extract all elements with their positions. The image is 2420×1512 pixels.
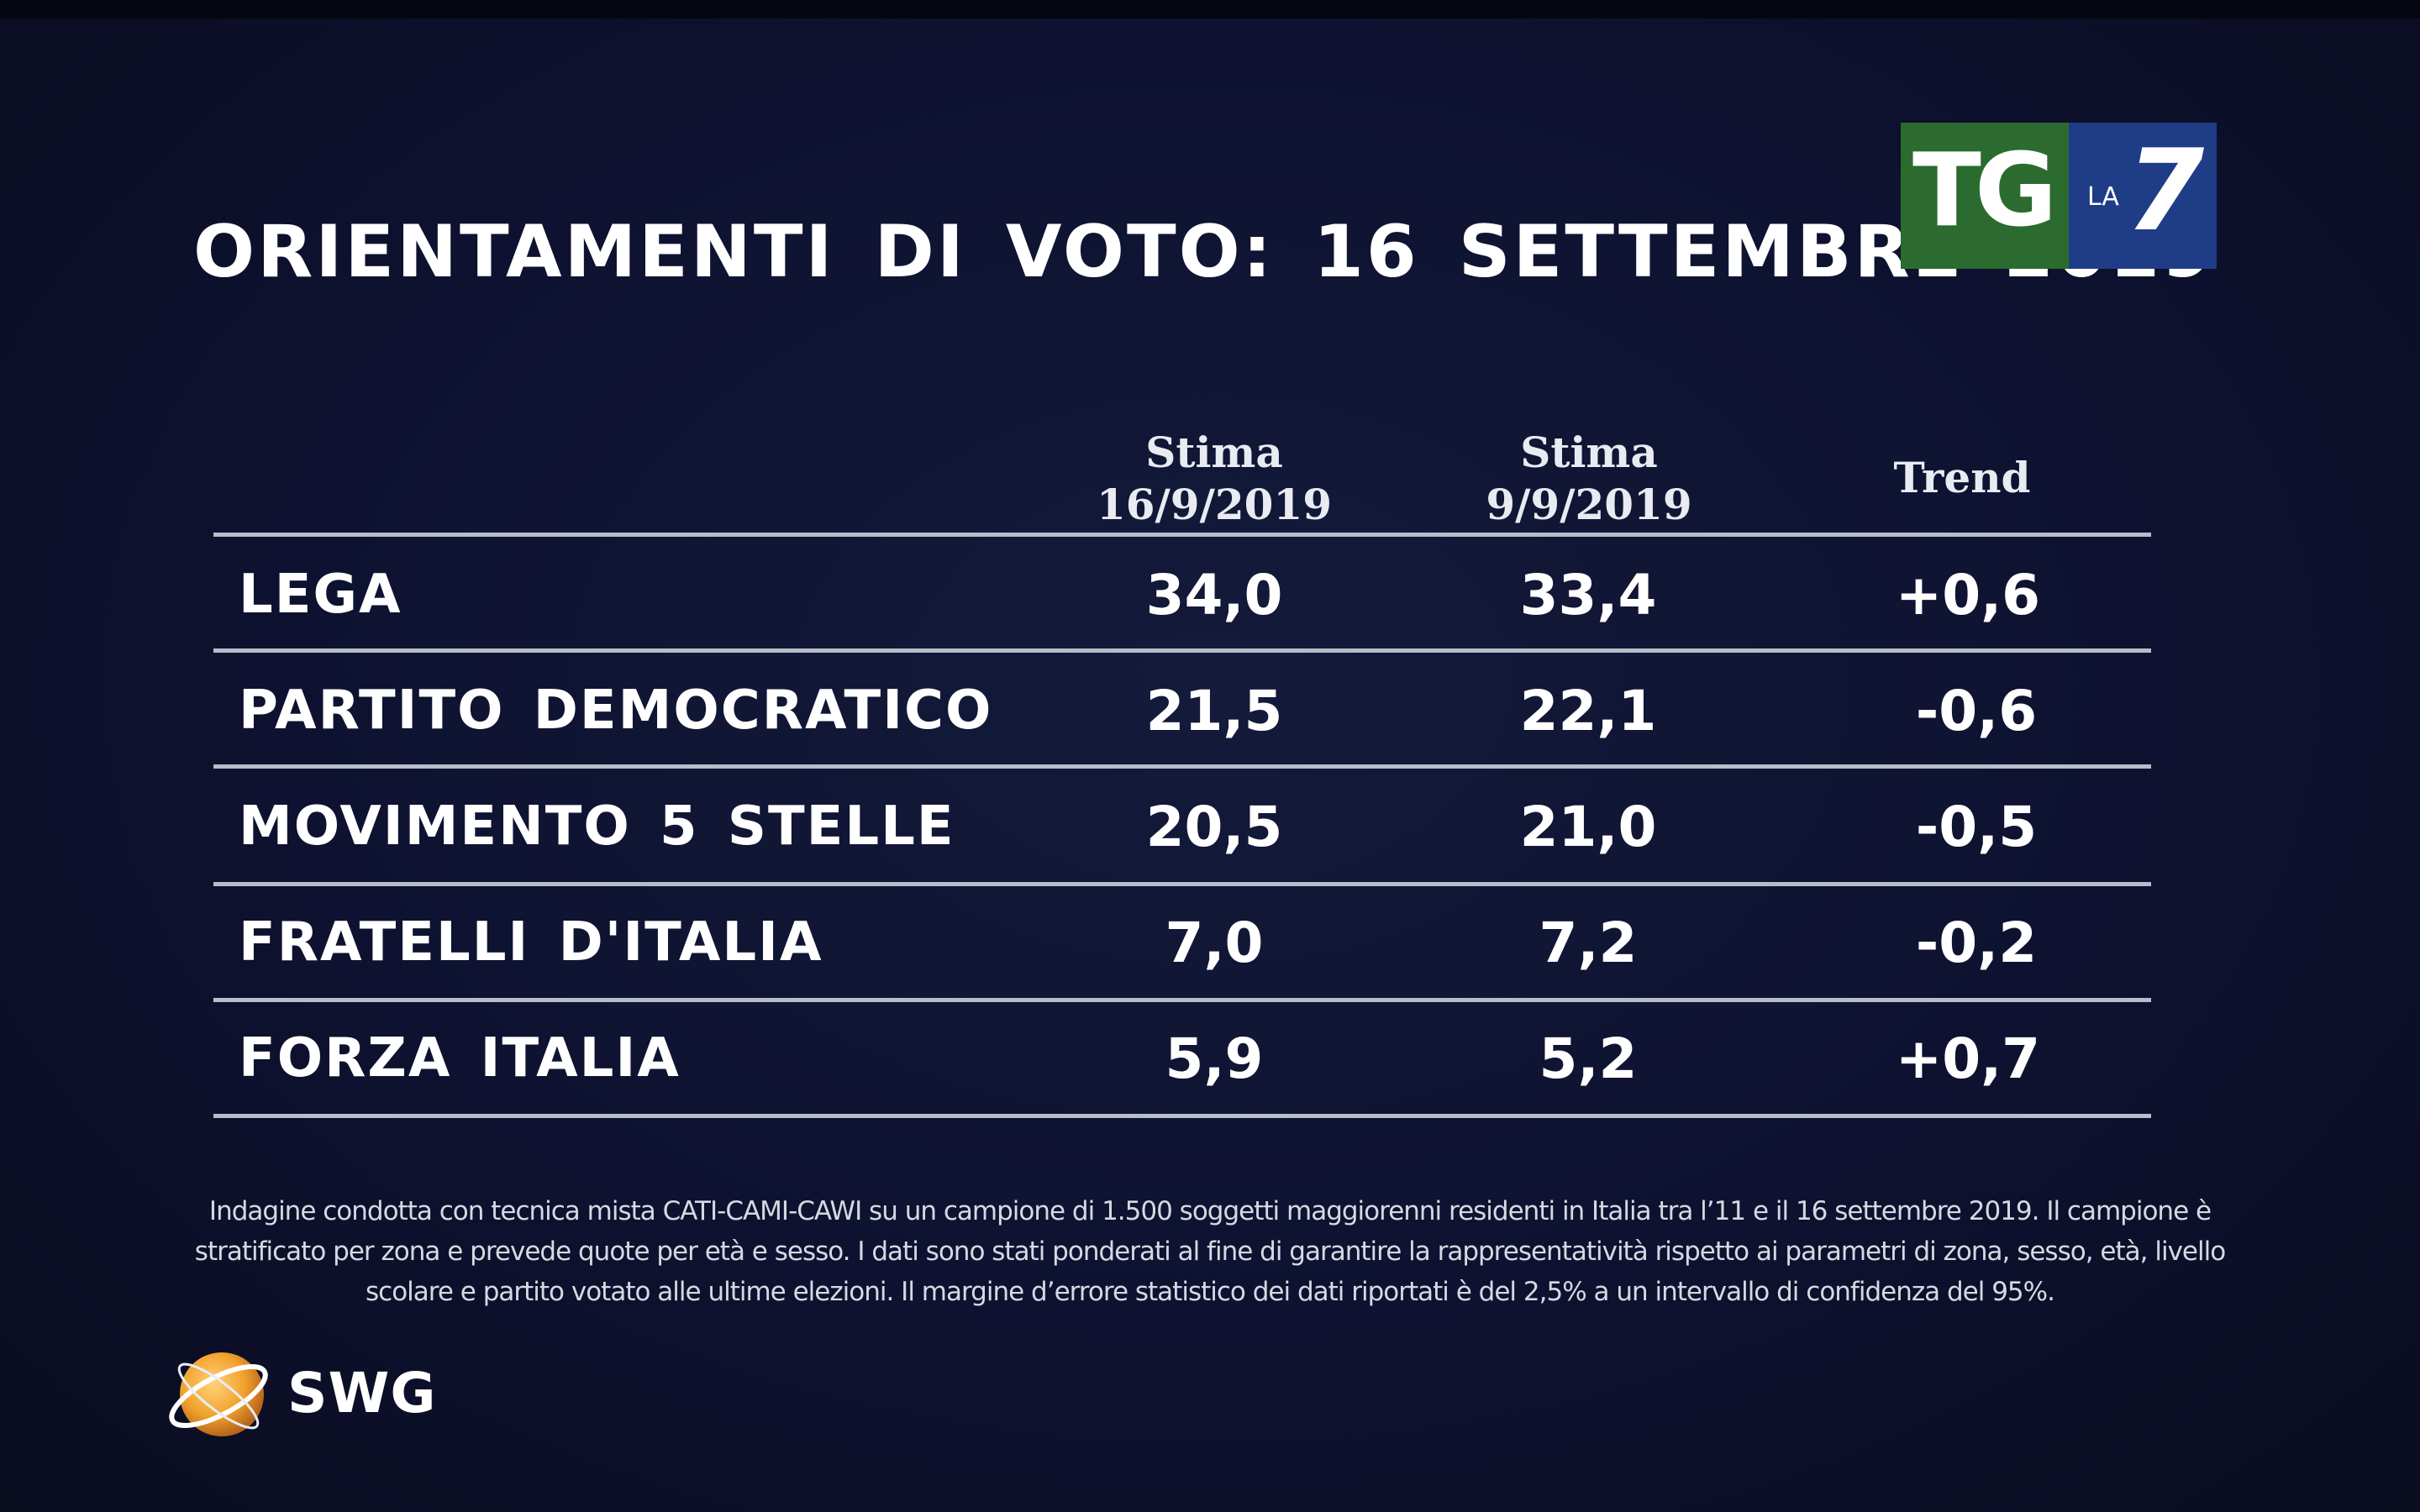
table-rule-bottom bbox=[213, 1114, 2151, 1118]
logo-la-text: LA bbox=[2087, 182, 2119, 212]
value-previous: 22,1 bbox=[1519, 679, 1657, 743]
table-rule-4 bbox=[213, 998, 2151, 1002]
column-header-previous-line1: Stima bbox=[1520, 428, 1658, 477]
methodology-footnote: Indagine condotta con tecnica mista CATI… bbox=[185, 1191, 2235, 1312]
value-previous: 5,2 bbox=[1539, 1026, 1638, 1091]
value-current: 5,9 bbox=[1165, 1026, 1264, 1091]
column-header-previous: Stima 9/9/2019 bbox=[1425, 427, 1753, 531]
value-current: 34,0 bbox=[1145, 563, 1283, 627]
table-rule-3 bbox=[213, 882, 2151, 886]
table-rule-header bbox=[213, 533, 2151, 537]
column-header-current-line2: 16/9/2019 bbox=[1096, 480, 1333, 529]
value-previous: 33,4 bbox=[1519, 563, 1657, 627]
table-rule-1 bbox=[213, 648, 2151, 653]
party-name: MOVIMENTO 5 STELLE bbox=[239, 795, 955, 858]
value-current: 21,5 bbox=[1145, 679, 1283, 743]
logo-blue-block bbox=[2069, 123, 2217, 269]
footnote-line-3: scolare e partito votato alle ultime ele… bbox=[366, 1277, 2055, 1307]
value-trend: +0,7 bbox=[1895, 1026, 2041, 1091]
footnote-line-1: Indagine condotta con tecnica mista CATI… bbox=[208, 1196, 2212, 1226]
column-header-trend: Trend bbox=[1798, 452, 2126, 504]
column-header-current: Stima 16/9/2019 bbox=[1050, 427, 1378, 531]
column-header-trend-line1: Trend bbox=[1893, 453, 2031, 502]
value-trend: -0,6 bbox=[1915, 679, 2038, 743]
value-trend: +0,6 bbox=[1895, 563, 2041, 627]
value-previous: 21,0 bbox=[1519, 795, 1657, 859]
logo-seven-text: 7 bbox=[2126, 125, 2205, 256]
party-name: PARTITO DEMOCRATICO bbox=[239, 680, 993, 742]
column-header-previous-line2: 9/9/2019 bbox=[1486, 480, 1692, 529]
footnote-line-2: stratificato per zona e prevede quote pe… bbox=[194, 1236, 2226, 1267]
value-current: 7,0 bbox=[1165, 911, 1264, 975]
value-trend: -0,2 bbox=[1915, 911, 2038, 975]
table-rule-2 bbox=[213, 764, 2151, 769]
logo-green-block: TG bbox=[1901, 123, 2069, 269]
party-name: FRATELLI D'ITALIA bbox=[239, 911, 823, 974]
logo-tg-text: TG bbox=[1912, 133, 2057, 249]
column-header-current-line1: Stima bbox=[1145, 428, 1283, 477]
tg-la7-logo: TG LA 7 bbox=[1901, 123, 2217, 269]
value-previous: 7,2 bbox=[1539, 911, 1638, 975]
party-name: LEGA bbox=[239, 564, 402, 626]
party-name: FORZA ITALIA bbox=[239, 1027, 681, 1089]
swg-logo: SWG bbox=[160, 1332, 437, 1458]
value-trend: -0,5 bbox=[1915, 795, 2038, 859]
top-strip bbox=[0, 0, 2420, 18]
swg-globe-icon bbox=[169, 1352, 268, 1436]
page-title: ORIENTAMENTI DI VOTO: 16 SETTEMBRE 2019 bbox=[193, 210, 2215, 294]
value-current: 20,5 bbox=[1145, 795, 1283, 859]
swg-label: SWG bbox=[287, 1361, 437, 1425]
